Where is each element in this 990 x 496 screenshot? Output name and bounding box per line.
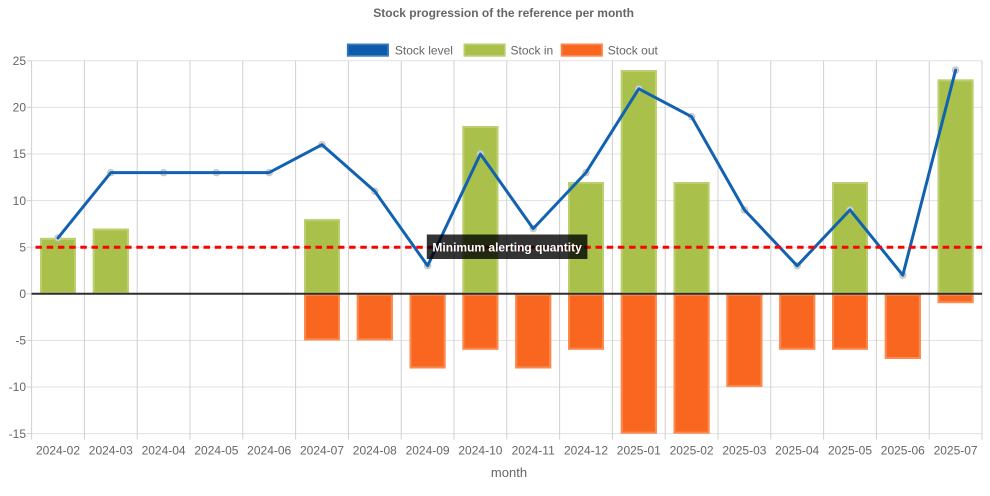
svg-text:2024-11: 2024-11 [512, 444, 555, 458]
svg-text:5: 5 [19, 240, 26, 254]
svg-text:2024-05: 2024-05 [194, 444, 238, 458]
svg-text:2025-04: 2025-04 [775, 444, 819, 458]
svg-text:2025-05: 2025-05 [828, 444, 872, 458]
svg-text:2024-10: 2024-10 [458, 444, 502, 458]
svg-text:0: 0 [19, 287, 26, 301]
svg-text:Stock progression of the refer: Stock progression of the reference per m… [373, 6, 634, 20]
svg-text:25: 25 [13, 54, 27, 68]
svg-text:2025-07: 2025-07 [934, 444, 978, 458]
svg-text:2024-06: 2024-06 [247, 444, 291, 458]
svg-text:month: month [491, 465, 527, 480]
svg-text:Minimum alerting quantity: Minimum alerting quantity [432, 241, 582, 255]
svg-text:Stock level: Stock level [395, 44, 453, 58]
svg-text:20: 20 [13, 101, 27, 115]
svg-text:2024-02: 2024-02 [36, 444, 80, 458]
svg-text:2025-02: 2025-02 [670, 444, 714, 458]
svg-text:15: 15 [13, 147, 27, 161]
svg-text:Stock out: Stock out [608, 44, 659, 58]
svg-text:2024-03: 2024-03 [89, 444, 133, 458]
svg-text:2025-01: 2025-01 [617, 444, 661, 458]
svg-text:2024-09: 2024-09 [406, 444, 450, 458]
svg-text:2024-12: 2024-12 [564, 444, 608, 458]
svg-text:-15: -15 [9, 427, 27, 441]
svg-text:2024-08: 2024-08 [353, 444, 397, 458]
svg-text:-10: -10 [9, 380, 27, 394]
svg-text:Stock in: Stock in [511, 44, 554, 58]
svg-text:2024-07: 2024-07 [300, 444, 344, 458]
svg-text:10: 10 [13, 194, 27, 208]
svg-text:2024-04: 2024-04 [142, 444, 186, 458]
svg-text:2025-03: 2025-03 [722, 444, 766, 458]
svg-text:2025-06: 2025-06 [881, 444, 925, 458]
svg-text:-5: -5 [15, 334, 26, 348]
